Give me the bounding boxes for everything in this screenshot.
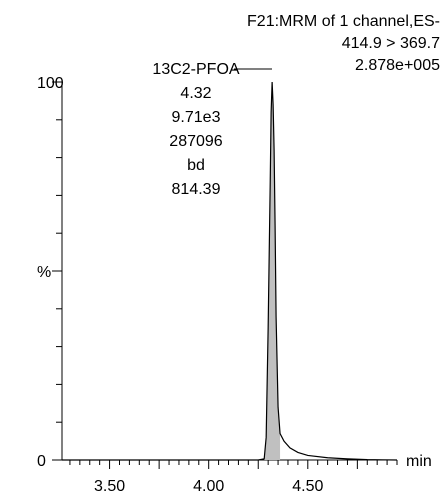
peak-flag: bd <box>187 157 205 174</box>
peak-value: 814.39 <box>172 181 221 198</box>
y-axis-zero-label: 0 <box>37 453 46 470</box>
peak-area-fill <box>264 82 281 460</box>
x-axis-unit-label: min <box>406 453 432 470</box>
x-axis-tick-label: 4.50 <box>292 478 323 495</box>
peak-height: 9.71e3 <box>172 109 221 126</box>
peak-compound-name: 13C2-PFOA <box>152 61 239 78</box>
header-channel-text: F21:MRM of 1 channel,ES- <box>247 13 440 30</box>
x-axis-tick-label: 3.50 <box>94 478 125 495</box>
header-intensity-text: 2.878e+005 <box>355 57 440 74</box>
header-transition-text: 414.9 > 369.7 <box>342 35 440 52</box>
y-axis-unit-label: % <box>37 264 51 281</box>
x-axis-ticks <box>69 460 398 469</box>
peak-area: 287096 <box>169 133 222 150</box>
y-axis-ticks <box>52 81 62 461</box>
peak-retention-time: 4.32 <box>180 85 211 102</box>
chromatogram-trace <box>62 81 398 461</box>
y-axis-top-label: 100 <box>37 75 64 92</box>
x-axis-tick-label: 4.00 <box>193 478 224 495</box>
x-axis-tick-labels: 3.50 4.00 4.50 <box>94 478 323 495</box>
